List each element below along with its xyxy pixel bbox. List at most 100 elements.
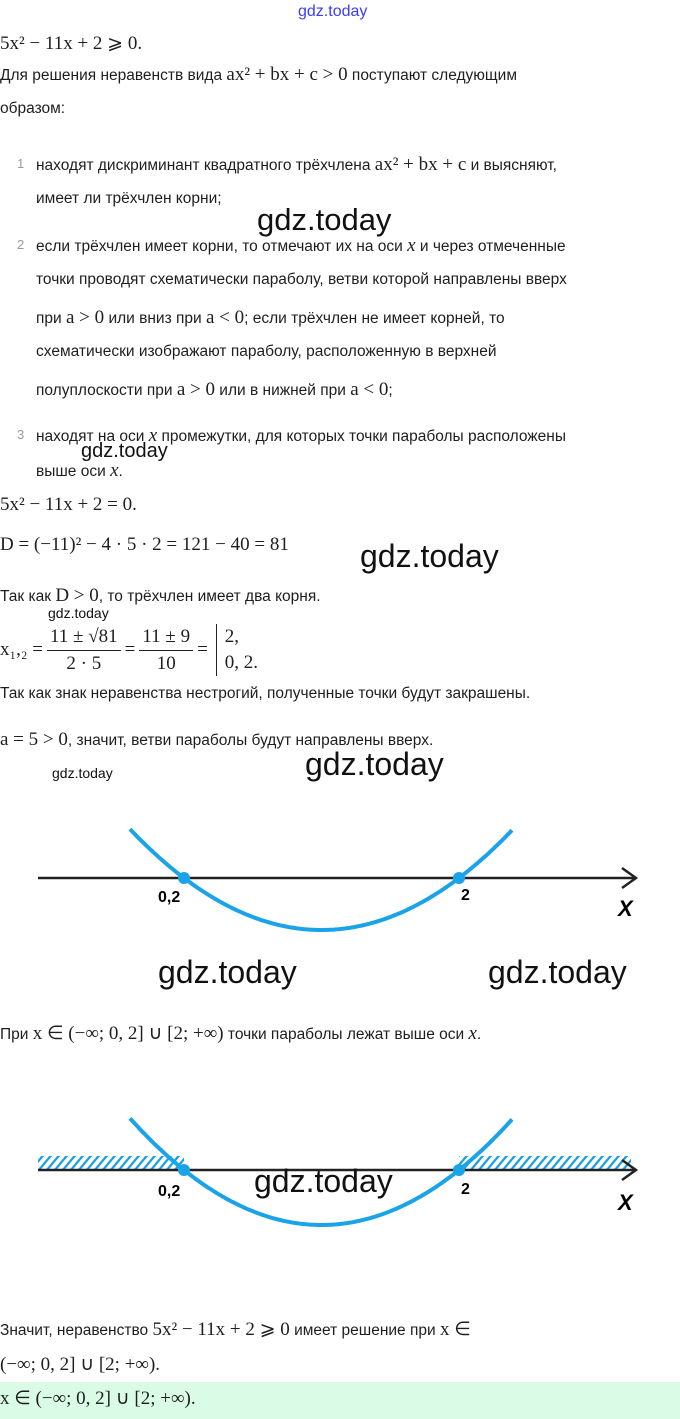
answer-box: x ∈ (−∞; 0, 2] ∪ [2; +∞). bbox=[0, 1382, 680, 1419]
text: Так как bbox=[0, 588, 52, 605]
math: x bbox=[468, 1023, 477, 1044]
step-number: 3 bbox=[17, 427, 25, 442]
text: если трёхчлен имеет корни, то отмечают и… bbox=[36, 238, 403, 255]
hatched-interval bbox=[38, 1156, 184, 1170]
root-label: 0,2 bbox=[158, 1183, 180, 1200]
root-label: 0,2 bbox=[158, 889, 180, 906]
math: a < 0 bbox=[350, 379, 389, 400]
root-label: 2 bbox=[461, 1181, 470, 1198]
math: D > 0 bbox=[55, 585, 99, 606]
hatched-interval bbox=[459, 1156, 631, 1170]
text: Для решения неравенств вида bbox=[0, 67, 223, 84]
solution-graph: 0,2 2 X bbox=[38, 1116, 639, 1227]
denominator: 2 · 5 bbox=[66, 652, 102, 674]
watermark: gdz.today bbox=[52, 765, 113, 781]
math: a > 0 bbox=[176, 379, 215, 400]
intro-line-2: образом: bbox=[0, 100, 66, 117]
text: находят дискриминант квадратного трёхчле… bbox=[36, 157, 371, 174]
step-3-line: находят на оси x промежутки, для которых… bbox=[36, 425, 566, 447]
text: точки параболы лежат выше оси bbox=[227, 1026, 465, 1043]
axis-label: X bbox=[616, 1190, 634, 1215]
text: или в нижней при bbox=[219, 382, 346, 399]
branches-line: a = 5 > 0, значит, ветви параболы будут … bbox=[0, 729, 433, 751]
text: Значит, неравенство bbox=[0, 1322, 149, 1339]
text: , то трёхчлен имеет два корня. bbox=[98, 588, 321, 605]
text: имеет решение при bbox=[294, 1322, 436, 1339]
step-3-line: выше оси x. bbox=[36, 460, 123, 482]
axis-arrow-icon bbox=[621, 1158, 639, 1182]
intro-line: Для решения неравенств вида ax² + bx + c… bbox=[0, 64, 517, 86]
root-point bbox=[178, 872, 190, 884]
equation: 5x² − 11x + 2 = 0. bbox=[0, 494, 137, 515]
lhs: x₁,₂ = bbox=[0, 639, 43, 660]
interval-line: При x ∈ (−∞; 0, 2] ∪ [2; +∞) точки параб… bbox=[0, 1022, 481, 1045]
text: . bbox=[476, 1026, 482, 1043]
root-label: 2 bbox=[461, 887, 470, 904]
text: ; если трёхчлен не имеет корней, то bbox=[244, 310, 505, 327]
watermark: gdz.today bbox=[257, 202, 392, 237]
watermark: gdz.today bbox=[254, 1163, 393, 1199]
fraction: 11 ± √81 2 · 5 bbox=[46, 626, 121, 675]
root-point bbox=[178, 1164, 190, 1176]
text: при bbox=[36, 310, 62, 327]
text: выше оси bbox=[36, 463, 106, 480]
axis-label: X bbox=[616, 896, 634, 921]
step-1-line: находят дискриминант квадратного трёхчле… bbox=[36, 154, 557, 176]
math: a < 0 bbox=[205, 307, 245, 328]
math: a > 0 bbox=[65, 307, 105, 328]
problem-statement: 5x² − 11x + 2 ⩾ 0. bbox=[0, 33, 143, 54]
math: x ∈ (−∞; 0, 2] ∪ [2; +∞) bbox=[32, 1023, 224, 1044]
text: промежутки, для которых точки параболы р… bbox=[161, 428, 566, 445]
numerator: 11 ± √81 bbox=[46, 626, 121, 651]
fraction: 11 ± 9 10 bbox=[139, 626, 194, 675]
math: ax² + bx + c > 0 bbox=[226, 64, 348, 85]
watermark: gdz.today bbox=[48, 605, 109, 621]
step-1-line: имеет ли трёхчлен корни; bbox=[36, 190, 222, 207]
watermark: gdz.today bbox=[305, 746, 444, 782]
watermark: gdz.today bbox=[298, 3, 368, 20]
text: ; bbox=[388, 382, 393, 399]
text: , значит, ветви параболы будут направлен… bbox=[67, 732, 434, 749]
step-2-line: точки проводят схематически параболу, ве… bbox=[36, 271, 567, 288]
step-2-line: при a > 0 или вниз при a < 0; если трёхч… bbox=[36, 307, 505, 329]
equals: = bbox=[197, 639, 208, 660]
root: 0, 2. bbox=[224, 652, 259, 673]
step-2-line: полуплоскости при a > 0 или в нижней при… bbox=[36, 379, 393, 401]
parabola-curve bbox=[128, 1116, 514, 1227]
numerator: 11 ± 9 bbox=[139, 626, 194, 651]
watermark: gdz.today bbox=[360, 538, 499, 574]
text: поступают следующим bbox=[351, 67, 517, 84]
math: 5x² − 11x + 2 ⩾ 0 bbox=[152, 1319, 290, 1340]
math: ax² + bx + c bbox=[374, 154, 467, 175]
math: x ∈ bbox=[439, 1319, 471, 1340]
root-point bbox=[453, 872, 465, 884]
axis-arrow-icon bbox=[621, 866, 639, 890]
math: x bbox=[407, 235, 416, 256]
root-point bbox=[453, 1164, 465, 1176]
discriminant: D = (−11)² − 4 · 5 · 2 = 121 − 40 = 81 bbox=[0, 534, 289, 555]
denominator: 10 bbox=[156, 652, 176, 674]
root: 2, bbox=[224, 626, 240, 647]
answer-text: x ∈ (−∞; 0, 2] ∪ [2; +∞). bbox=[0, 1388, 196, 1409]
step-number: 2 bbox=[17, 237, 25, 252]
text: находят на оси bbox=[36, 428, 145, 445]
roots-set: 2, 0, 2. bbox=[215, 624, 259, 676]
text: . bbox=[118, 463, 123, 480]
two-roots-line: Так как D > 0, то трёхчлен имеет два кор… bbox=[0, 585, 321, 607]
text: полуплоскости при bbox=[36, 382, 173, 399]
parabola-curve bbox=[128, 827, 514, 932]
step-2-line: если трёхчлен имеет корни, то отмечают и… bbox=[36, 235, 566, 257]
math: x bbox=[148, 425, 158, 446]
roots-formula: x₁,₂ = 11 ± √81 2 · 5 = 11 ± 9 10 = 2, 0, … bbox=[0, 624, 258, 676]
step-number: 1 bbox=[17, 156, 25, 171]
watermark: gdz.today bbox=[158, 954, 297, 990]
closed-points-line: Так как знак неравенства нестрогий, полу… bbox=[0, 685, 531, 702]
conclusion-line: Значит, неравенство 5x² − 11x + 2 ⩾ 0 им… bbox=[0, 1318, 471, 1341]
math: a = 5 > 0 bbox=[0, 729, 68, 750]
step-2-line: схематически изображают параболу, распол… bbox=[36, 343, 497, 360]
conclusion-line-2: (−∞; 0, 2] ∪ [2; +∞). bbox=[0, 1354, 161, 1375]
watermark: gdz.today bbox=[81, 440, 168, 462]
text: и через отмеченные bbox=[419, 238, 566, 255]
text: При bbox=[0, 1026, 29, 1043]
text: и выясняют, bbox=[470, 157, 557, 174]
